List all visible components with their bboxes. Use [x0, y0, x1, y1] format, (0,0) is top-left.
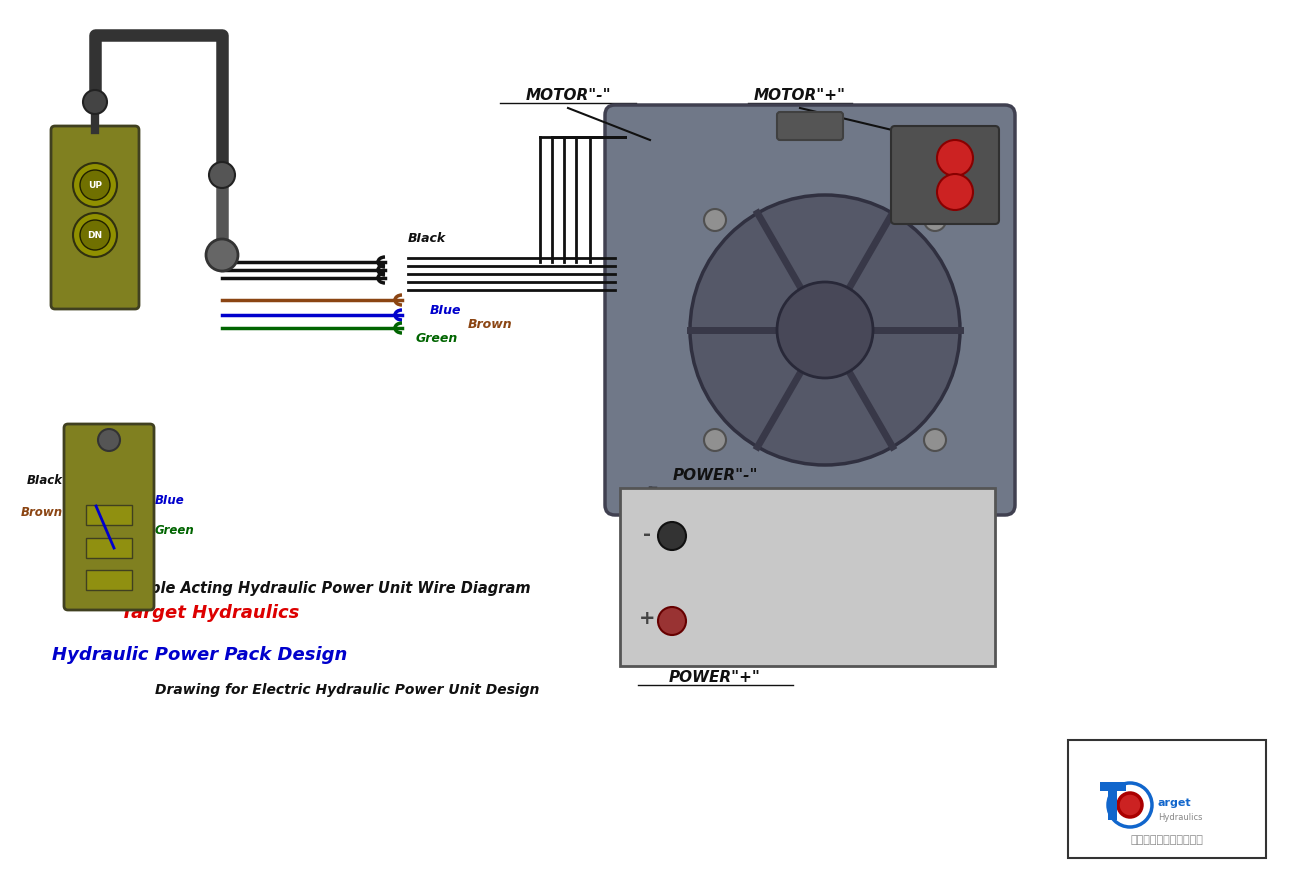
Text: POWER"-": POWER"-": [673, 467, 758, 482]
Circle shape: [924, 429, 946, 451]
Circle shape: [207, 239, 238, 271]
Bar: [620, 488, 995, 666]
Bar: [1068, 740, 1266, 858]
Text: +: +: [639, 610, 656, 628]
FancyBboxPatch shape: [777, 112, 843, 140]
Text: UP: UP: [88, 180, 102, 190]
Text: 宁波塔吉特液压有限公司: 宁波塔吉特液压有限公司: [1131, 835, 1203, 845]
Text: Green: Green: [416, 332, 458, 345]
Text: Hydraulic Power Pack Design: Hydraulic Power Pack Design: [53, 646, 347, 664]
Circle shape: [937, 140, 973, 176]
Circle shape: [777, 282, 873, 378]
FancyBboxPatch shape: [52, 126, 139, 309]
Circle shape: [74, 213, 117, 257]
FancyBboxPatch shape: [605, 105, 1015, 515]
Circle shape: [704, 429, 726, 451]
Circle shape: [80, 220, 110, 250]
Text: Target Hydraulics: Target Hydraulics: [121, 604, 300, 622]
Text: BIue: BIue: [430, 304, 461, 317]
Bar: [86, 505, 132, 525]
Bar: [86, 570, 132, 590]
Text: BIack: BIack: [408, 232, 447, 244]
Bar: [86, 538, 132, 558]
Text: Hydraulics: Hydraulics: [1158, 814, 1202, 822]
Text: arget: arget: [1158, 798, 1192, 808]
Bar: [1108, 788, 1117, 820]
Text: BIack: BIack: [27, 473, 63, 487]
Text: Brown: Brown: [469, 318, 513, 331]
Circle shape: [80, 170, 110, 200]
Text: Brown: Brown: [21, 507, 63, 520]
Circle shape: [658, 522, 686, 550]
Text: BIue: BIue: [155, 493, 185, 507]
Text: Dual Double Acting Hydraulic Power Unit Wire Diagram: Dual Double Acting Hydraulic Power Unit …: [75, 580, 531, 596]
Circle shape: [209, 162, 235, 188]
Circle shape: [924, 209, 946, 231]
Text: Drawing for Electric Hydraulic Power Unit Design: Drawing for Electric Hydraulic Power Uni…: [155, 683, 540, 697]
Circle shape: [704, 209, 726, 231]
Text: Green: Green: [155, 523, 195, 536]
Circle shape: [937, 174, 973, 210]
Bar: [1100, 782, 1126, 791]
Text: MOTOR"-": MOTOR"-": [525, 88, 611, 103]
Text: -: -: [643, 524, 651, 543]
Circle shape: [658, 607, 686, 635]
Circle shape: [74, 163, 117, 207]
Circle shape: [689, 195, 961, 465]
Text: MOTOR"+": MOTOR"+": [754, 88, 846, 103]
Circle shape: [1108, 783, 1152, 827]
Text: POWER"+": POWER"+": [669, 670, 760, 685]
Text: DN: DN: [88, 230, 102, 240]
Circle shape: [83, 90, 107, 114]
Circle shape: [1118, 793, 1143, 817]
Circle shape: [98, 429, 120, 451]
FancyBboxPatch shape: [65, 424, 154, 610]
FancyBboxPatch shape: [891, 126, 999, 224]
